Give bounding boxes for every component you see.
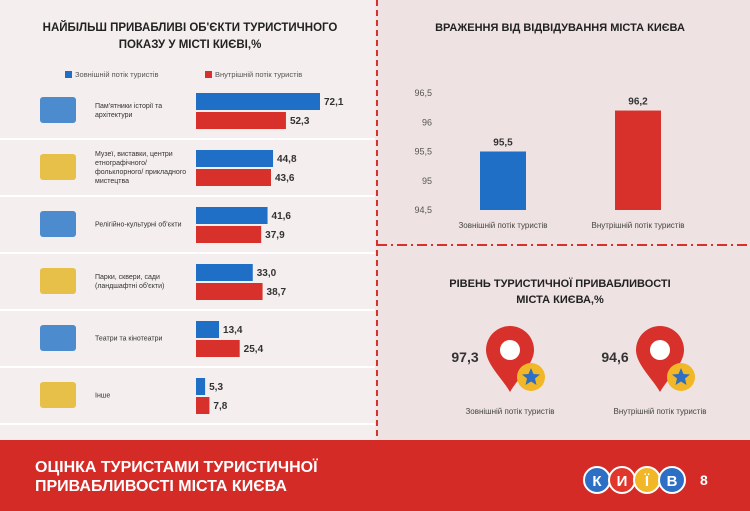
value-label: 94,6	[601, 349, 628, 365]
star	[672, 368, 690, 385]
star	[522, 368, 540, 385]
category-label: Внутрішній потік туристів	[614, 407, 707, 416]
bar	[196, 112, 286, 129]
logo-letter: В	[667, 473, 678, 490]
bar	[196, 264, 253, 281]
value-label: 33,0	[257, 268, 277, 279]
row-icon	[40, 97, 76, 123]
value-label: 13,4	[223, 325, 243, 336]
value-label: 38,7	[267, 287, 287, 298]
value-label: 44,8	[277, 154, 297, 165]
chart-title: НАЙБІЛЬШ ПРИВАБЛИВІ ОБ'ЄКТИ ТУРИСТИЧНОГО…	[42, 22, 338, 51]
value-label: 5,3	[209, 382, 223, 393]
y-tick-label: 95	[422, 176, 432, 186]
category-label: Музеї, виставки, центри етнографічного/ …	[95, 151, 187, 185]
bar	[196, 340, 240, 357]
footer-title: ОЦІНКА ТУРИСТАМИ ТУРИСТИЧНОЇ ПРИВАБЛИВОС…	[35, 459, 318, 495]
legend-swatch	[205, 71, 212, 78]
y-tick-label: 96	[422, 117, 432, 127]
bar	[196, 397, 210, 414]
logo-letter: И	[617, 473, 628, 490]
row-icon	[40, 325, 76, 351]
category-label: Зовнішній потік туристів	[465, 407, 554, 416]
row-icon	[40, 268, 76, 294]
category-label: Внутрішній потік туристів	[592, 221, 685, 230]
value-label: 25,4	[244, 344, 264, 355]
chart-title: РІВЕНЬ ТУРИСТИЧНОЇ ПРИВАБЛИВОСТІ МІСТА К…	[449, 278, 671, 306]
page-number: 8	[700, 472, 708, 488]
pin-icon	[636, 326, 695, 392]
value-label: 52,3	[290, 116, 310, 127]
pin-icon	[486, 326, 545, 392]
category-label: Релігійно-культурні об'єкти	[95, 221, 182, 229]
chart-title: ВРАЖЕННЯ ВІД ВІДВІДУВАННЯ МІСТА КИЄВА	[435, 22, 685, 34]
bar	[480, 151, 526, 210]
value-label: 37,9	[265, 230, 285, 241]
row-icon	[40, 211, 76, 237]
value-label: 72,1	[324, 97, 344, 108]
value-label: 97,3	[451, 349, 478, 365]
category-label: Театри та кінотеатри	[95, 335, 163, 343]
category-label: Пам'ятники історії та архітектури	[95, 103, 163, 119]
y-tick-label: 95,5	[414, 147, 432, 157]
legend-swatch	[65, 71, 72, 78]
bar	[196, 283, 263, 300]
logo-letter: Ї	[644, 473, 650, 490]
row-icon	[40, 154, 76, 180]
pin-hole	[650, 340, 670, 360]
category-label: Зовнішній потік туристів	[458, 221, 547, 230]
value-label: 41,6	[272, 211, 292, 222]
value-label: 95,5	[493, 138, 513, 149]
bar	[196, 150, 274, 167]
y-tick-label: 94,5	[414, 205, 432, 215]
logo-letter: К	[592, 473, 602, 490]
bar	[196, 169, 271, 186]
value-label: 7,8	[213, 401, 227, 412]
y-tick-label: 96,5	[414, 88, 432, 98]
bar	[196, 378, 206, 395]
bar	[196, 226, 262, 243]
bar	[196, 207, 268, 224]
logo-circle	[658, 466, 686, 494]
bar	[615, 110, 661, 210]
legend-label: Внутрішній потік туристів	[215, 70, 303, 79]
row-icon	[40, 382, 76, 408]
value-label: 43,6	[275, 173, 295, 184]
bar	[196, 321, 220, 338]
category-label: Інше	[95, 392, 111, 400]
category-label: Парки, сквери, сади (ландшафтні об'єкти)	[95, 274, 165, 290]
pin-hole	[500, 340, 520, 360]
legend-label: Зовнішній потік туристів	[75, 70, 159, 79]
bar	[196, 93, 320, 110]
value-label: 96,2	[628, 97, 648, 108]
